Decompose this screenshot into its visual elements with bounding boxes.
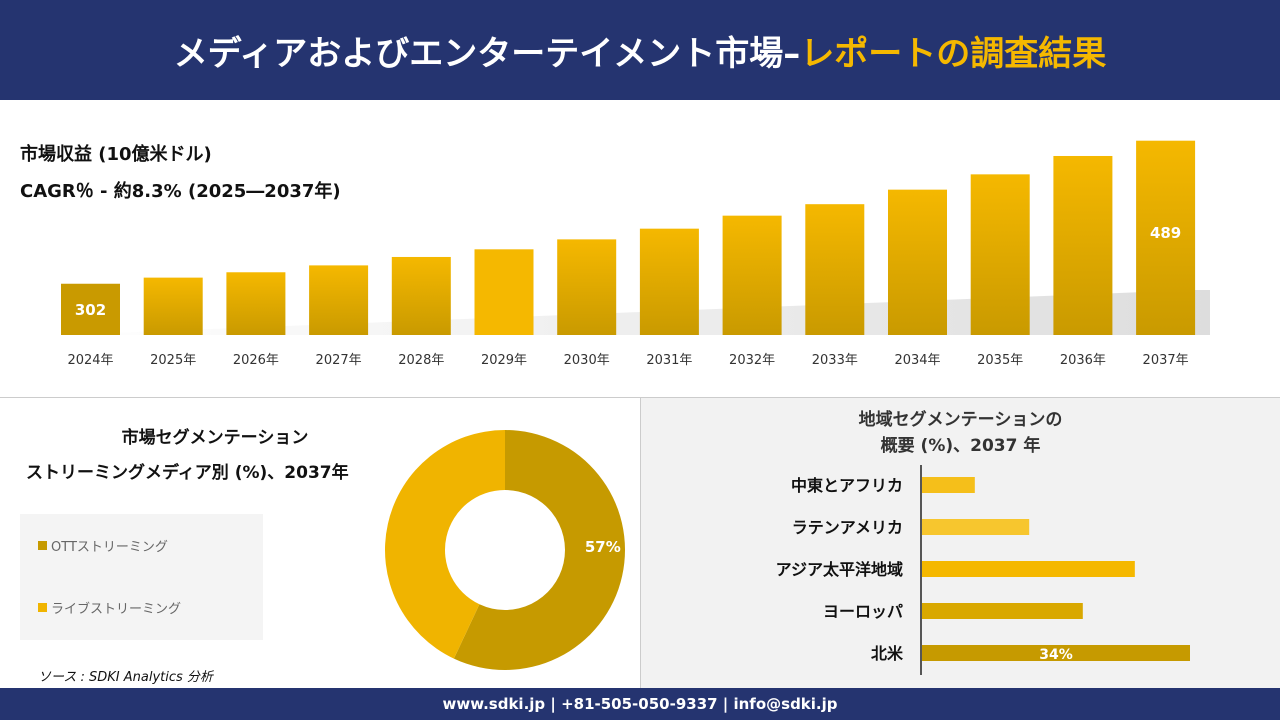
streaming-donut-chart: 57% xyxy=(385,430,625,670)
x-tick-label: 2037年 xyxy=(1143,353,1189,368)
donut-slice-0 xyxy=(453,430,625,670)
y-tick-label: 中東とアフリカ xyxy=(791,476,903,495)
x-tick-label: 2027年 xyxy=(316,353,362,368)
legend-item-live: ライブストリーミング xyxy=(38,598,181,617)
segment-title-2: ストリーミングメディア別 (%)、2037年 xyxy=(26,463,349,483)
legend-label: OTTストリーミング xyxy=(51,540,168,555)
bar-2033年 xyxy=(805,204,865,335)
bar-アジア太平洋地域 xyxy=(922,561,1135,577)
divider xyxy=(640,398,641,688)
legend-swatch xyxy=(38,603,47,612)
legend-swatch xyxy=(38,541,47,550)
data-label: 57% xyxy=(585,538,621,556)
bar-2032年 xyxy=(722,215,782,335)
legend-item-ott: OTTストリーミング xyxy=(38,536,168,555)
title-main: メディアおよびエンターテイメント市場– xyxy=(173,33,801,74)
revenue-label: 市場収益 (10億米ドル) xyxy=(20,144,212,165)
title-accent: レポートの調査結果 xyxy=(800,33,1107,74)
bar-中東とアフリカ xyxy=(922,477,975,493)
y-tick-label: アジア太平洋地域 xyxy=(776,560,903,579)
bar-2028年 xyxy=(391,256,451,335)
data-label: 302 xyxy=(75,301,106,319)
bar-2027年 xyxy=(309,265,369,335)
bar-ヨーロッパ xyxy=(922,603,1083,619)
revenue-bar-chart: 2024年 302 2025年 2026年 2027年 2028年 2029年 2030年 20… xyxy=(60,140,1210,368)
y-tick-label: 北米 xyxy=(871,644,904,663)
bar-2035年 xyxy=(970,174,1030,335)
bar-2037年 xyxy=(1136,140,1196,335)
region-title-2: 概要 (%)、2037 年 xyxy=(880,436,1041,456)
bar-ラテンアメリカ xyxy=(922,519,1030,535)
legend-label: ライブストリーミング xyxy=(51,602,182,617)
x-tick-label: 2036年 xyxy=(1060,353,1106,368)
x-tick-label: 2034年 xyxy=(894,353,940,368)
x-tick-label: 2033年 xyxy=(812,353,858,368)
region-panel xyxy=(641,398,1280,688)
bar-北米 xyxy=(922,645,1190,661)
x-tick-label: 2031年 xyxy=(646,353,692,368)
footer-contact: www.sdki.jp | +81-505-050-9337 | info@sd… xyxy=(0,688,1280,720)
bar-2031年 xyxy=(639,228,699,335)
bar-2034年 xyxy=(888,189,947,335)
segment-title-1: 市場セグメンテーション xyxy=(121,428,309,448)
x-tick-label: 2026年 xyxy=(233,353,279,368)
x-tick-label: 2035年 xyxy=(977,353,1023,368)
donut-legend xyxy=(20,514,263,640)
page-title: メディアおよびエンターテイメント市場– レポートの調査結果 xyxy=(0,0,1280,100)
y-tick-label: ヨーロッパ xyxy=(823,602,903,621)
bar-2030年 xyxy=(557,239,617,335)
bar-2026年 xyxy=(226,272,286,335)
source-note: ソース : SDKI Analytics 分析 xyxy=(38,670,213,685)
x-tick-label: 2024年 xyxy=(67,353,113,368)
data-label: 34% xyxy=(1039,647,1073,663)
x-tick-label: 2025年 xyxy=(150,353,196,368)
bar-2029年 xyxy=(474,249,534,335)
cagr-label: CAGR％ - 約8.3% (2025―2037年) xyxy=(20,181,341,202)
x-tick-label: 2028年 xyxy=(398,353,444,368)
x-tick-label: 2030年 xyxy=(564,353,610,368)
region-title-1: 地域セグメンテーションの xyxy=(858,410,1063,430)
bar-2024年 xyxy=(61,283,120,335)
x-tick-label: 2029年 xyxy=(481,353,527,368)
divider xyxy=(0,397,1280,398)
y-tick-label: ラテンアメリカ xyxy=(792,518,903,537)
donut-slice-1 xyxy=(385,430,505,659)
data-label: 489 xyxy=(1150,224,1181,242)
bar-2036年 xyxy=(1053,155,1113,335)
bar-2025年 xyxy=(143,277,203,335)
x-tick-label: 2032年 xyxy=(729,353,775,368)
